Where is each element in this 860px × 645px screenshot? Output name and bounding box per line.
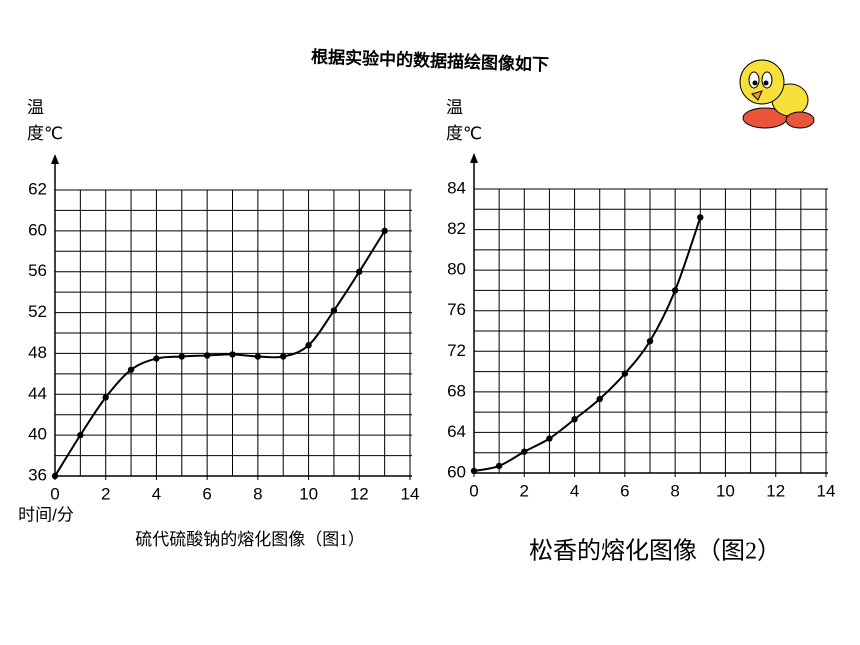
chart-caption: 松香的熔化图像（图2） [529, 538, 781, 565]
x-tick-label: 10 [716, 481, 735, 500]
x-tick-label: 2 [101, 484, 110, 503]
data-point [127, 366, 135, 373]
x-tick-label: 8 [670, 481, 679, 500]
data-point [77, 431, 84, 439]
y-tick-label: 44 [28, 384, 47, 403]
y-tick-label: 76 [447, 300, 466, 319]
y-tick-label: 80 [447, 260, 466, 279]
data-point [356, 268, 363, 275]
x-tick-label: 4 [152, 484, 161, 503]
y-axis-label: 温度℃ [446, 98, 483, 143]
data-line [54, 230, 386, 477]
bird-icon [739, 59, 815, 129]
x-axis-label: 时间/分 [18, 505, 74, 524]
data-point [330, 307, 338, 314]
x-tick-label: 2 [520, 481, 529, 500]
data-point [381, 227, 388, 235]
y-tick-label: 56 [28, 261, 47, 280]
data-point [178, 353, 185, 360]
data-point [697, 214, 704, 221]
y-axis-arrow [51, 154, 59, 164]
data-point [280, 353, 287, 360]
y-tick-label: 40 [28, 425, 47, 444]
x-tick-label: 6 [620, 481, 629, 500]
data-point [495, 462, 503, 470]
data-point [521, 448, 528, 455]
data-point [470, 467, 478, 475]
x-tick-label: 6 [202, 484, 211, 503]
x-tick-label: 14 [401, 484, 420, 503]
y-tick-label: 48 [28, 343, 47, 362]
data-point [546, 435, 553, 442]
x-tick-label: 0 [469, 481, 478, 500]
y-axis-label: 温度℃ [27, 98, 64, 143]
data-point [102, 394, 109, 401]
data-point [203, 352, 211, 359]
x-tick-label: 12 [350, 484, 369, 503]
y-tick-label: 72 [447, 341, 466, 360]
data-point [229, 351, 236, 358]
data-point [51, 472, 59, 480]
y-tick-label: 68 [447, 381, 466, 400]
data-point [596, 395, 603, 403]
data-point [621, 370, 629, 377]
x-tick-label: 10 [299, 484, 318, 503]
data-point [305, 342, 312, 349]
data-point [646, 337, 654, 345]
y-tick-label: 82 [447, 219, 466, 238]
y-tick-label: 64 [447, 422, 466, 441]
y-tick-label: 36 [28, 465, 47, 484]
y-tick-label: 60 [447, 462, 466, 481]
x-tick-label: 8 [253, 484, 262, 503]
x-tick-label: 0 [50, 484, 59, 503]
data-point [153, 355, 160, 362]
data-point [254, 353, 262, 360]
x-tick-label: 12 [766, 481, 785, 500]
y-tick-label: 84 [447, 178, 466, 197]
y-tick-label: 60 [28, 220, 47, 239]
data-point [671, 287, 679, 294]
x-tick-label: 4 [570, 481, 579, 500]
y-axis-arrow [470, 153, 478, 163]
data-line [473, 217, 702, 472]
x-tick-label: 14 [817, 481, 836, 500]
slide-title: 根据实验中的数据描绘图像如下 [311, 46, 550, 74]
y-tick-label: 62 [28, 179, 47, 198]
chart-caption: 硫代硫酸钠的熔化图像（图1） [135, 530, 365, 549]
data-point [571, 416, 578, 423]
y-tick-label: 52 [28, 302, 47, 321]
